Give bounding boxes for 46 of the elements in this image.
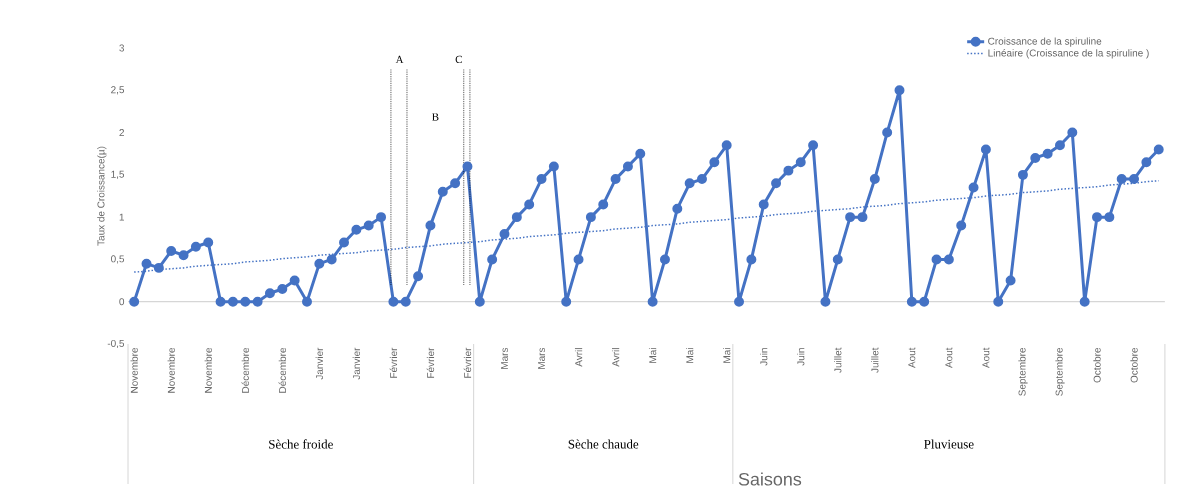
x-tick-label: Mai [723, 348, 731, 363]
x-tick-label: Novembre [167, 347, 175, 393]
x-tick-label: Mars [501, 347, 508, 369]
x-tick-label: Juin [760, 348, 768, 366]
x-tick-label: Juillet [834, 347, 842, 373]
x-tick-label: Décembre [241, 347, 249, 393]
x-tick-label: Septembre [1055, 347, 1065, 396]
y-tick-label: -0,5 [107, 339, 125, 349]
y-tick-label: 0 [119, 298, 125, 306]
legend-label: Croissance de la spiruline [988, 37, 1102, 47]
x-tick-label: Aout [945, 347, 953, 368]
y-tick-label: 1 [119, 213, 124, 221]
x-tick-label: Mai [648, 348, 657, 363]
text: Sèche froide [269, 439, 333, 449]
x-tick-label: Juin [797, 348, 805, 366]
y-tick-label: 3 [119, 44, 125, 52]
x-tick-label: Octobre [1093, 347, 1101, 383]
text: Sèche chaude [568, 439, 639, 449]
x-tick-label: Janvier [315, 347, 323, 380]
x-tick-label: Avril [574, 348, 583, 367]
x-tick-label: Février [463, 347, 472, 378]
x-tick-label: Avril [611, 348, 620, 367]
x-tick-label: Mars [538, 347, 545, 369]
y-tick-label: 2 [119, 129, 124, 137]
x-tick-label: Septembre [1018, 347, 1028, 396]
x-tick-label: Décembre [278, 347, 287, 393]
x-tick-label: Janvier [352, 347, 361, 380]
x-tick-label: Mai [686, 348, 694, 363]
x-tick-label: Aout [908, 347, 916, 368]
x-tick-label: Février [426, 347, 435, 378]
x-tick-label: Février [389, 347, 398, 378]
y-tick-label: 1,5 [111, 170, 125, 179]
x-tick-label: Juillet [871, 347, 879, 373]
x-tick-label: Novembre [130, 347, 138, 393]
text: Pluvieuse [924, 439, 974, 449]
y-tick-label: 0,5 [111, 255, 125, 264]
x-axis-title: Saisons [738, 472, 802, 486]
annotation: B [432, 113, 439, 121]
y-axis-title: Taux de Croissance(µ) [97, 146, 107, 246]
annotation: A [395, 55, 404, 64]
x-tick-label: Novembre [204, 347, 212, 393]
x-tick-label: Octobre [1130, 347, 1138, 383]
y-tick-label: 2,5 [111, 86, 125, 95]
annotation: C [455, 55, 462, 64]
x-tick-label: Aout [982, 347, 990, 368]
legend-label: Linéaire (Croissance de la spiruline ) [988, 49, 1149, 59]
